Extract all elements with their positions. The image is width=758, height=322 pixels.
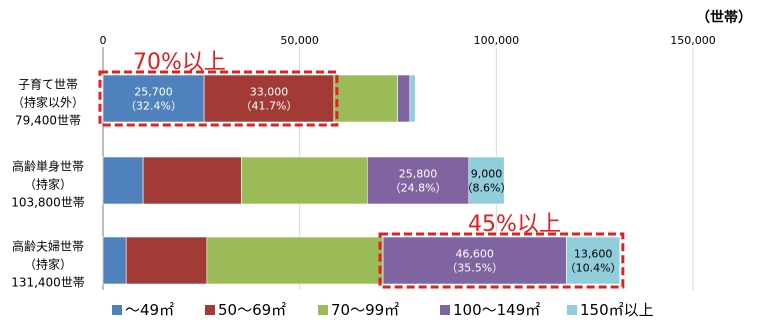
category-label: （持家） <box>24 177 72 192</box>
bar-segment <box>241 156 368 205</box>
data-label-percent: （41.7%） <box>241 100 298 113</box>
bar-segment <box>125 236 208 285</box>
bar-segment <box>102 236 127 285</box>
category-label: （持家） <box>24 257 72 272</box>
legend-label: 70～99㎡ <box>331 301 399 319</box>
category-label: 高齢夫婦世帯 <box>12 239 84 254</box>
bar-segment <box>397 74 411 123</box>
category-label: 131,400世帯 <box>11 276 85 290</box>
category-label: 103,800世帯 <box>11 196 85 210</box>
x-tick-label: 100,000 <box>474 34 520 47</box>
data-label-value: 9,000 <box>471 168 503 181</box>
legend-label: 100～149㎡ <box>453 301 540 319</box>
bar-segment <box>566 236 621 285</box>
bar-segment <box>367 156 470 205</box>
legend-swatch <box>112 305 122 315</box>
data-label-percent: （32.4%） <box>125 100 182 113</box>
legend-swatch <box>318 305 328 315</box>
legend-label: ～49㎡ <box>125 301 174 319</box>
x-tick-label: 50,000 <box>280 34 319 47</box>
highlight-label: 45%以上 <box>468 212 561 237</box>
bar-segment <box>102 74 205 123</box>
bar-segment <box>333 74 398 123</box>
data-label-value: 25,700 <box>134 86 173 99</box>
legend-label: 150㎡以上 <box>580 301 654 319</box>
legend-swatch <box>440 305 450 315</box>
bar-segment <box>468 156 505 205</box>
highlight-box <box>378 232 625 289</box>
data-label-percent: （35.5%） <box>446 262 503 275</box>
data-label-percent: （10.4%） <box>565 262 622 275</box>
data-label-value: 25,800 <box>399 168 438 181</box>
highlight-box <box>98 70 339 127</box>
bar-segment <box>102 156 144 205</box>
legend-swatch <box>567 305 577 315</box>
highlight-label: 70%以上 <box>133 50 226 75</box>
bar-segment <box>409 74 416 123</box>
data-label-value: 33,000 <box>250 86 289 99</box>
data-label-value: 13,600 <box>574 248 613 261</box>
bar-segment <box>142 156 242 205</box>
category-label: （持家以外） <box>12 95 84 110</box>
x-tick-label: 150,000 <box>670 34 716 47</box>
legend-swatch <box>205 305 215 315</box>
unit-label: （世帯） <box>696 9 752 26</box>
data-label-percent: （24.8%） <box>390 182 447 195</box>
category-label: 79,400世帯 <box>15 114 81 128</box>
bar-segment <box>203 74 335 123</box>
bar-segment <box>382 236 567 285</box>
category-label: 子育て世帯 <box>18 77 78 92</box>
category-label: 高齢単身世帯 <box>12 159 84 174</box>
x-tick-label: 0 <box>100 34 107 47</box>
legend-label: 50～69㎡ <box>218 301 286 319</box>
data-label-value: 46,600 <box>455 248 494 261</box>
data-label-percent: （8.6%） <box>462 182 512 195</box>
bar-segment <box>206 236 384 285</box>
